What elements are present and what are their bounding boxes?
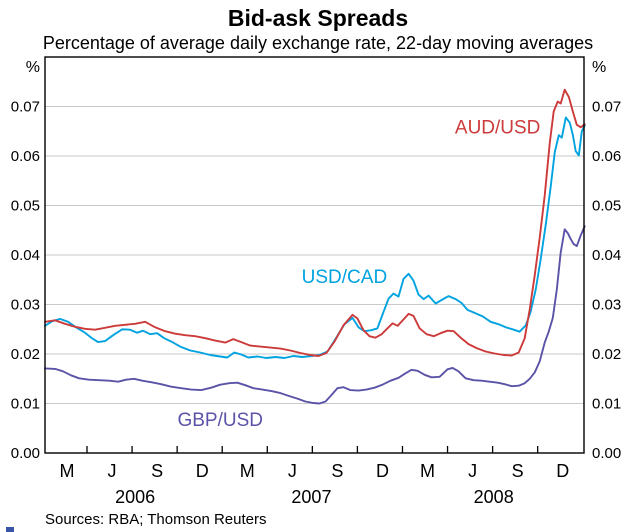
left-axis-tick-label: 0.05 <box>11 198 40 215</box>
right-axis-unit-label: % <box>592 59 607 76</box>
series-line-aud-usd <box>44 88 586 357</box>
series-line-gbp-usd <box>44 225 586 405</box>
month-label: M <box>240 461 255 481</box>
sources-note: Sources: RBA; Thomson Reuters <box>45 511 267 528</box>
month-label: M <box>420 461 435 481</box>
right-axis-tick-label: 0.02 <box>592 346 621 363</box>
year-label: 2007 <box>291 487 331 507</box>
right-axis-tick-label: 0.03 <box>592 297 621 314</box>
series-label-aud-usd: AUD/USD <box>455 117 541 138</box>
series-label-usd-cad: USD/CAD <box>302 267 388 288</box>
year-label: 2008 <box>474 487 514 507</box>
right-axis-tick-label: 0.01 <box>592 396 621 413</box>
left-axis-unit-label: % <box>25 59 40 76</box>
chart-subtitle: Percentage of average daily exchange rat… <box>42 33 594 53</box>
series-label-gbp-usd: GBP/USD <box>177 410 263 431</box>
left-axis-tick-label: 0.02 <box>11 346 40 363</box>
right-axis-tick-label: 0.04 <box>592 247 621 264</box>
blue-square-artifact <box>6 527 14 532</box>
right-axis-tick-label: 0.00 <box>592 445 621 462</box>
left-axis-tick-label: 0.04 <box>11 247 40 264</box>
year-label: 2006 <box>115 487 155 507</box>
left-axis-tick-label: 0.00 <box>11 445 40 462</box>
plot-border <box>44 56 585 454</box>
month-label: D <box>376 461 389 481</box>
month-label: D <box>196 461 209 481</box>
month-label: M <box>59 461 74 481</box>
month-label: J <box>108 461 117 481</box>
right-axis-tick-label: 0.06 <box>592 148 621 165</box>
month-label: S <box>331 461 343 481</box>
left-axis-tick-label: 0.06 <box>11 148 40 165</box>
month-label: J <box>468 461 477 481</box>
right-axis-tick-label: 0.07 <box>592 99 621 116</box>
month-label: J <box>288 461 297 481</box>
left-axis-tick-label: 0.03 <box>11 297 40 314</box>
month-label: S <box>151 461 163 481</box>
right-axis-tick-label: 0.05 <box>592 198 621 215</box>
left-axis-tick-label: 0.07 <box>11 99 40 116</box>
series-line-usd-cad <box>44 116 586 359</box>
month-label: S <box>512 461 524 481</box>
left-axis-tick-label: 0.01 <box>11 396 40 413</box>
month-label: D <box>556 461 569 481</box>
chart-title: Bid-ask Spreads <box>227 5 409 31</box>
